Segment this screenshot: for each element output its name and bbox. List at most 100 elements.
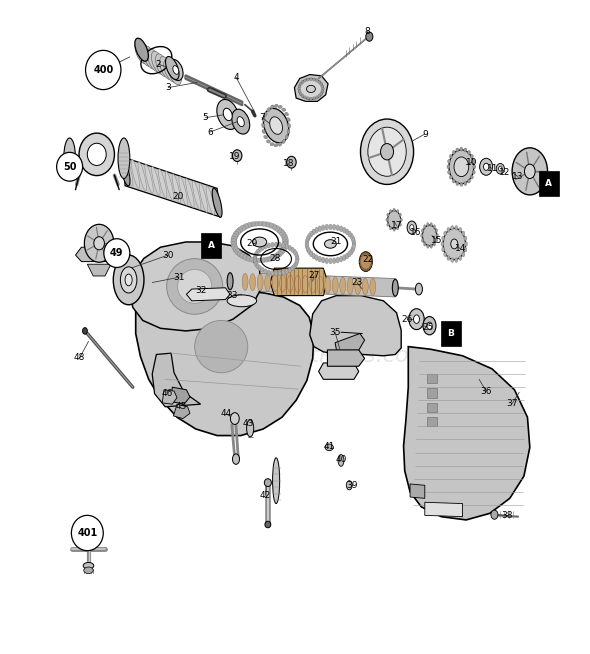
Ellipse shape <box>271 224 277 230</box>
Ellipse shape <box>276 250 282 257</box>
Ellipse shape <box>64 138 76 179</box>
Ellipse shape <box>124 157 133 186</box>
Ellipse shape <box>415 283 422 295</box>
Ellipse shape <box>264 269 267 274</box>
Ellipse shape <box>232 109 250 134</box>
Ellipse shape <box>264 135 267 139</box>
Ellipse shape <box>307 249 311 254</box>
Ellipse shape <box>206 186 215 215</box>
Ellipse shape <box>459 228 461 232</box>
Ellipse shape <box>276 227 282 233</box>
Ellipse shape <box>324 240 336 248</box>
Ellipse shape <box>329 258 332 264</box>
Ellipse shape <box>242 273 248 290</box>
Ellipse shape <box>313 97 316 100</box>
Ellipse shape <box>84 224 114 262</box>
Ellipse shape <box>267 270 271 275</box>
Ellipse shape <box>472 160 475 164</box>
Ellipse shape <box>443 228 466 260</box>
Polygon shape <box>427 403 437 412</box>
Ellipse shape <box>346 481 352 490</box>
Ellipse shape <box>450 154 453 158</box>
Ellipse shape <box>264 244 267 249</box>
Ellipse shape <box>345 229 349 235</box>
Ellipse shape <box>322 257 325 263</box>
Ellipse shape <box>267 256 273 262</box>
Text: 44: 44 <box>221 409 232 419</box>
Polygon shape <box>171 387 190 404</box>
Ellipse shape <box>148 48 160 72</box>
Ellipse shape <box>459 256 461 260</box>
Ellipse shape <box>233 247 239 253</box>
Ellipse shape <box>389 210 392 213</box>
Ellipse shape <box>272 275 278 292</box>
Text: A: A <box>208 241 215 250</box>
Ellipse shape <box>264 479 271 487</box>
Ellipse shape <box>237 227 243 233</box>
Ellipse shape <box>285 135 288 139</box>
Ellipse shape <box>306 235 310 241</box>
Ellipse shape <box>143 46 156 69</box>
Ellipse shape <box>442 247 445 252</box>
Circle shape <box>71 515 103 551</box>
Ellipse shape <box>113 255 144 305</box>
Polygon shape <box>186 288 230 301</box>
Text: 16: 16 <box>410 228 422 237</box>
Ellipse shape <box>264 222 270 227</box>
Ellipse shape <box>396 210 399 213</box>
Ellipse shape <box>317 276 323 293</box>
Ellipse shape <box>135 41 148 64</box>
Ellipse shape <box>496 164 504 174</box>
Text: 33: 33 <box>227 291 238 300</box>
Ellipse shape <box>299 92 302 95</box>
Text: 37: 37 <box>506 399 518 408</box>
Ellipse shape <box>363 252 365 255</box>
Ellipse shape <box>135 38 148 61</box>
Ellipse shape <box>451 226 454 230</box>
Ellipse shape <box>453 179 455 183</box>
Ellipse shape <box>261 124 265 128</box>
Ellipse shape <box>261 245 264 250</box>
Ellipse shape <box>307 233 311 239</box>
Ellipse shape <box>120 267 137 293</box>
Ellipse shape <box>172 174 181 203</box>
Ellipse shape <box>159 169 167 198</box>
Ellipse shape <box>87 143 106 165</box>
Ellipse shape <box>369 266 371 269</box>
Ellipse shape <box>324 277 330 294</box>
Ellipse shape <box>264 112 267 116</box>
Ellipse shape <box>442 236 445 241</box>
Ellipse shape <box>365 269 366 271</box>
Ellipse shape <box>270 117 283 134</box>
Ellipse shape <box>303 79 307 82</box>
Ellipse shape <box>293 249 296 254</box>
Ellipse shape <box>365 252 366 254</box>
Ellipse shape <box>254 254 257 259</box>
Ellipse shape <box>295 259 299 264</box>
Ellipse shape <box>250 257 255 262</box>
Ellipse shape <box>235 229 241 235</box>
Ellipse shape <box>287 129 290 134</box>
Ellipse shape <box>435 229 438 233</box>
Ellipse shape <box>254 262 258 267</box>
Ellipse shape <box>186 179 194 207</box>
Ellipse shape <box>271 271 274 276</box>
Ellipse shape <box>267 107 270 112</box>
Ellipse shape <box>264 257 270 262</box>
Text: 49: 49 <box>110 248 123 258</box>
Ellipse shape <box>345 253 349 259</box>
Ellipse shape <box>250 273 255 290</box>
Ellipse shape <box>294 262 298 267</box>
Ellipse shape <box>293 264 296 269</box>
Polygon shape <box>123 157 221 217</box>
Ellipse shape <box>152 167 160 196</box>
Ellipse shape <box>282 139 286 144</box>
Ellipse shape <box>310 231 313 237</box>
Ellipse shape <box>312 253 316 259</box>
Polygon shape <box>173 404 190 419</box>
Ellipse shape <box>256 249 260 254</box>
Ellipse shape <box>318 256 322 262</box>
Ellipse shape <box>427 322 432 330</box>
Ellipse shape <box>309 78 313 81</box>
Ellipse shape <box>285 244 289 249</box>
